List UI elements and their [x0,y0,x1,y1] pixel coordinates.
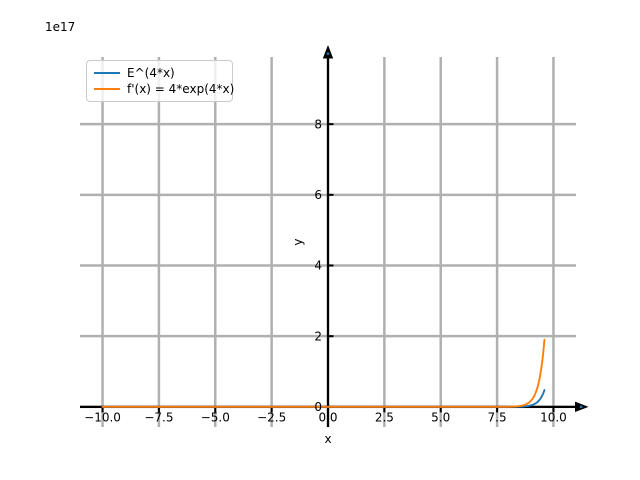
y-axis-label: y [291,238,305,246]
y-tick-label: 4 [314,259,322,273]
y-tick-label: 0 [314,400,322,414]
legend-line-swatch-orange [94,87,120,91]
legend-line-swatch-blue [94,71,120,75]
y-axis-offset-label: 1e17 [45,20,76,34]
legend: E^(4*x) f'(x) = 4*exp(4*x) [86,60,234,102]
x-axis-label: x [324,432,332,446]
y-tick-label: 6 [314,188,322,202]
x-tick-label: −5.0 [201,410,230,424]
x-tick-label: −10.0 [84,410,121,424]
y-tick-label: 2 [314,329,322,343]
y-tick-label: 8 [314,117,322,131]
x-tick-label: 5.0 [431,410,450,424]
legend-label: f'(x) = 4*exp(4*x) [127,82,235,96]
series-line [101,338,546,408]
x-tick-label: 2.5 [375,410,394,424]
y-axis-arrow [322,45,334,59]
x-tick-label: −2.5 [257,410,286,424]
x-tick-label: −7.5 [144,410,173,424]
legend-item: f'(x) = 4*exp(4*x) [91,81,234,97]
legend-label: E^(4*x) [127,66,175,80]
x-tick-label: 0.0 [318,410,337,424]
x-tick-label: 7.5 [488,410,507,424]
x-tick-label: 10.0 [540,410,567,424]
legend-item: E^(4*x) [91,65,226,81]
series-line [101,389,546,408]
x-axis-arrow-dot [580,405,583,409]
y-axis-arrow-dot [326,52,330,55]
